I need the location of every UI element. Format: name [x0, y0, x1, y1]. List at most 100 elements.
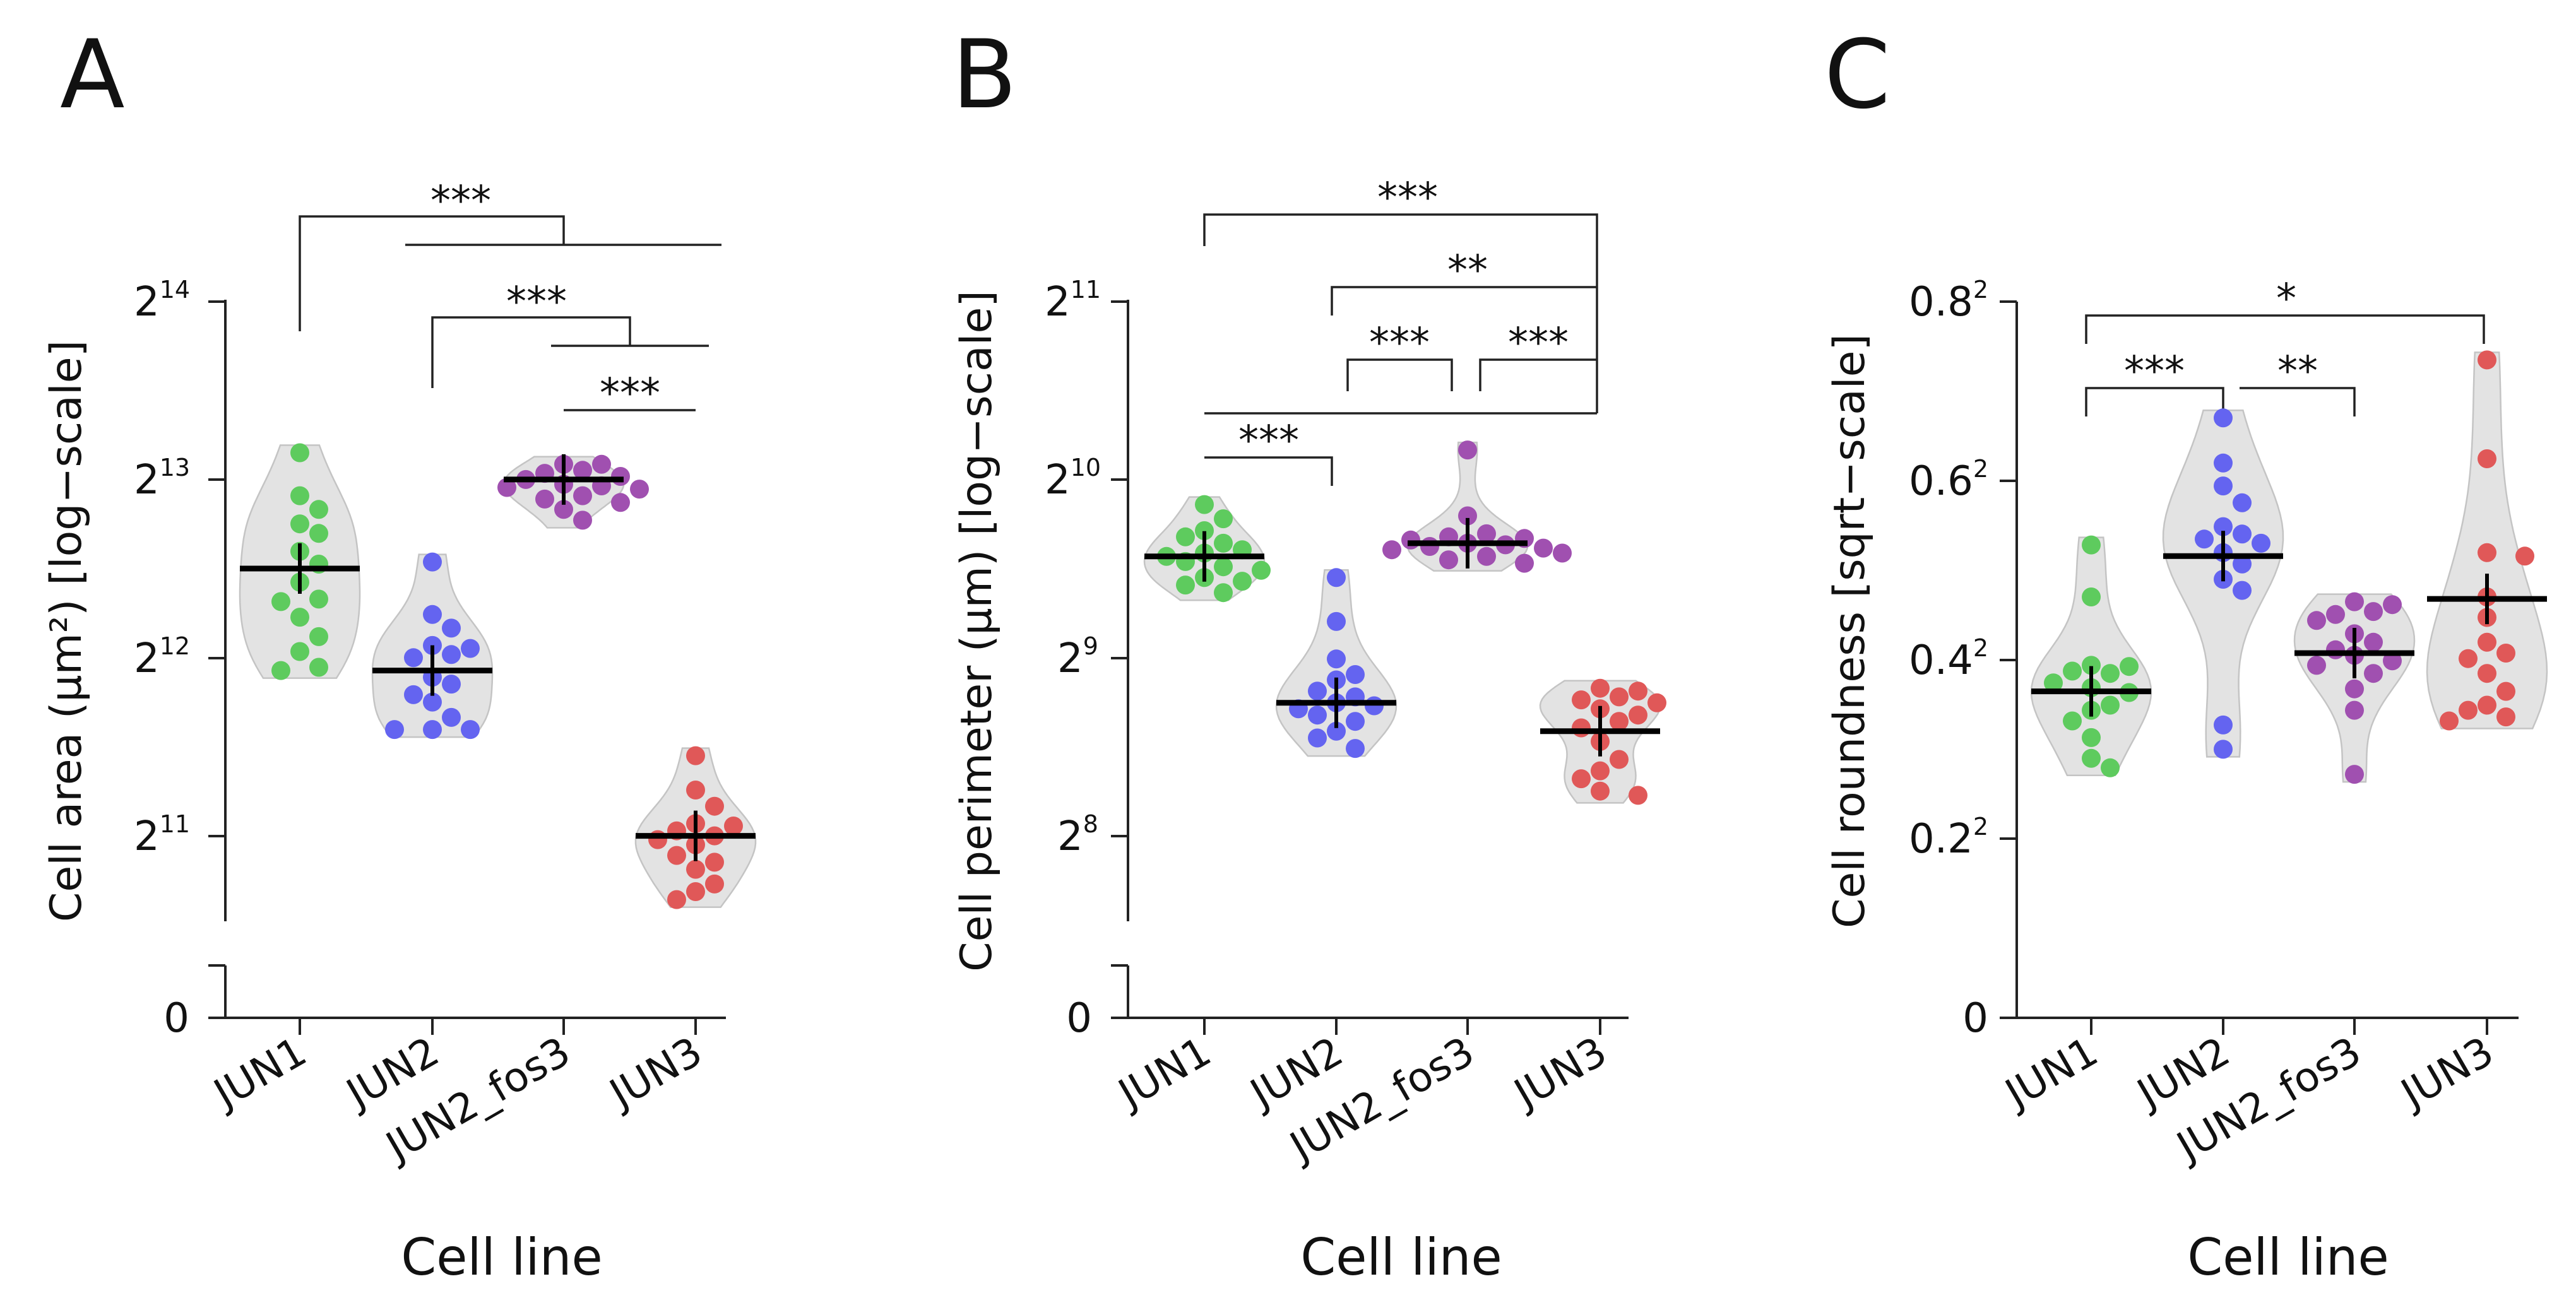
panel-c-data-point	[2440, 711, 2459, 731]
panel-b-y-tick-label: 28	[1057, 810, 1098, 860]
panel-a-y-tick-label: 213	[134, 454, 190, 504]
panel-letter-a: A	[60, 20, 125, 130]
panel-c-data-point	[2233, 554, 2252, 574]
panel-b-data-point	[1214, 533, 1233, 553]
panel-b-data-point	[1610, 687, 1629, 707]
panel-a-data-point	[461, 720, 480, 740]
panel-a-data-point	[309, 589, 328, 609]
panel-a-data-point	[724, 817, 743, 835]
panel-c-ticks	[2000, 300, 2488, 1035]
panel-b-data-point	[1346, 712, 1365, 731]
panel-a-data-point	[385, 720, 404, 740]
panel-b-data-point	[1308, 728, 1327, 748]
panel-b-data-point	[1629, 705, 1647, 725]
panel-c-data-point	[2233, 581, 2252, 600]
panel-b: B Cell perimeter (µm) [log−scale] Cell l…	[952, 20, 1666, 1287]
panel-c-data-point	[2252, 533, 2270, 553]
panel-c-significance: * *** **	[2085, 276, 2485, 416]
panel-c-significance-bracket	[2085, 387, 2224, 416]
panel-letter-b: B	[952, 20, 1017, 130]
panel-c-data-point	[2101, 695, 2120, 715]
panel-a-significance-label: ***	[430, 178, 491, 225]
panel-a-data-point	[535, 489, 554, 509]
panel-b-data-point	[1610, 712, 1629, 731]
panel-c-data-point	[2326, 605, 2345, 624]
panel-c-violin	[2426, 351, 2548, 729]
panel-c-y-tick-label: 0.22	[1909, 813, 1988, 863]
panel-b-data-point	[1214, 583, 1233, 603]
panel-a-data-point	[423, 720, 442, 740]
panel-a-data-point	[573, 486, 592, 505]
panel-a-y-tick-labels: 214 213 212 211 0	[134, 276, 190, 1042]
panel-a-data-point	[461, 639, 480, 658]
panel-c-data-point	[2326, 640, 2345, 659]
panel-c-data-point	[2345, 700, 2364, 720]
panel-a-significance-label: ***	[600, 370, 660, 417]
panel-b-data-point	[1365, 696, 1384, 716]
panel-c-data-point	[2459, 649, 2478, 668]
panel-b-data-point	[1647, 693, 1666, 712]
panel-c-data-point	[2345, 765, 2364, 784]
panel-c-data-point	[2364, 664, 2383, 683]
panel-a-y-tick-label: 211	[134, 810, 190, 860]
panel-a-data-point	[290, 443, 309, 463]
panel-b-data-point	[1629, 681, 1647, 701]
panel-b-significance: *** ** *** *** ***	[1203, 175, 1598, 486]
panel-a-data-point	[309, 627, 328, 646]
panel-a-x-axis-label: Cell line	[401, 1228, 602, 1287]
panel-b-data-point	[1572, 690, 1591, 710]
panel-a-data-point	[404, 648, 423, 668]
panel-c-data-point	[2307, 656, 2326, 675]
panel-a-category-label: JUN3	[600, 1029, 710, 1119]
panel-b-data-point	[1458, 440, 1477, 460]
panel-c-data-point	[2383, 651, 2402, 671]
panel-b-significance-label: ***	[1369, 320, 1430, 367]
panel-a-significance-bracket	[431, 316, 631, 388]
panel-a-data-point	[423, 605, 442, 624]
panel-b-data-point	[1591, 781, 1610, 801]
panel-c-y-tick-label: 0.82	[1909, 276, 1988, 326]
panel-c-category-labels: JUN1 JUN2 JUN2_fos3 JUN3	[1996, 1029, 2502, 1172]
panel-a-y-axis-label: Cell area (µm²) [log−scale]	[42, 340, 92, 922]
panel-b-plot-area	[1143, 440, 1666, 805]
panel-a-data-point	[686, 746, 705, 765]
panel-a-data-point	[667, 846, 686, 865]
panel-c-data-point	[2214, 715, 2233, 735]
panel-c-data-point	[2082, 748, 2101, 768]
panel-c-data-point	[2082, 656, 2101, 675]
panel-c-data-point	[2515, 546, 2534, 566]
panel-b-significance-label: ***	[1377, 175, 1438, 221]
panel-c-y-tick-label: 0.42	[1909, 634, 1988, 684]
panel-a-data-point	[592, 454, 611, 474]
panel-a-data-point	[442, 618, 461, 638]
panel-b-significance-bracket	[1204, 456, 1333, 486]
panel-a: A Cell area (µm²) [log−scale] Cell line …	[42, 20, 757, 1287]
panel-c-category-label: JUN1	[1996, 1029, 2106, 1119]
panel-b-data-point	[1327, 649, 1346, 669]
panel-c-x-axis-label: Cell line	[2187, 1228, 2389, 1287]
panel-b-data-point	[1382, 540, 1401, 560]
panel-b-data-point	[1591, 761, 1610, 781]
panel-c-data-point	[2496, 681, 2515, 701]
panel-a-data-point	[554, 500, 573, 519]
panel-a-data-point	[404, 685, 423, 704]
panel-a-data-point	[573, 510, 592, 530]
panel-b-y-tick-labels: 211 210 29 28 0	[1045, 276, 1101, 1042]
panel-b-data-point	[1572, 718, 1591, 738]
panel-a-data-point	[423, 552, 442, 572]
panel-c-y-tick-labels: 0.82 0.62 0.42 0.22 0	[1909, 276, 1988, 1042]
panel-a-significance-label: ***	[506, 279, 567, 326]
panel-c-data-point	[2214, 453, 2233, 473]
panel-c-data-point	[2364, 602, 2383, 622]
panel-b-data-point	[1195, 495, 1214, 514]
panel-a-data-point	[423, 692, 442, 712]
panel-c-data-point	[2082, 535, 2101, 555]
panel-c-data-point	[2082, 587, 2101, 606]
panel-a-y-tick-label-zero: 0	[163, 995, 189, 1042]
panel-c-data-point	[2478, 543, 2496, 562]
panel-b-category-labels: JUN1 JUN2 JUN2_fos3 JUN3	[1109, 1029, 1615, 1172]
panel-b-data-point	[1176, 527, 1195, 546]
panel-c-data-point	[2345, 592, 2364, 611]
panel-c-y-tick-label: 0.62	[1909, 455, 1988, 505]
